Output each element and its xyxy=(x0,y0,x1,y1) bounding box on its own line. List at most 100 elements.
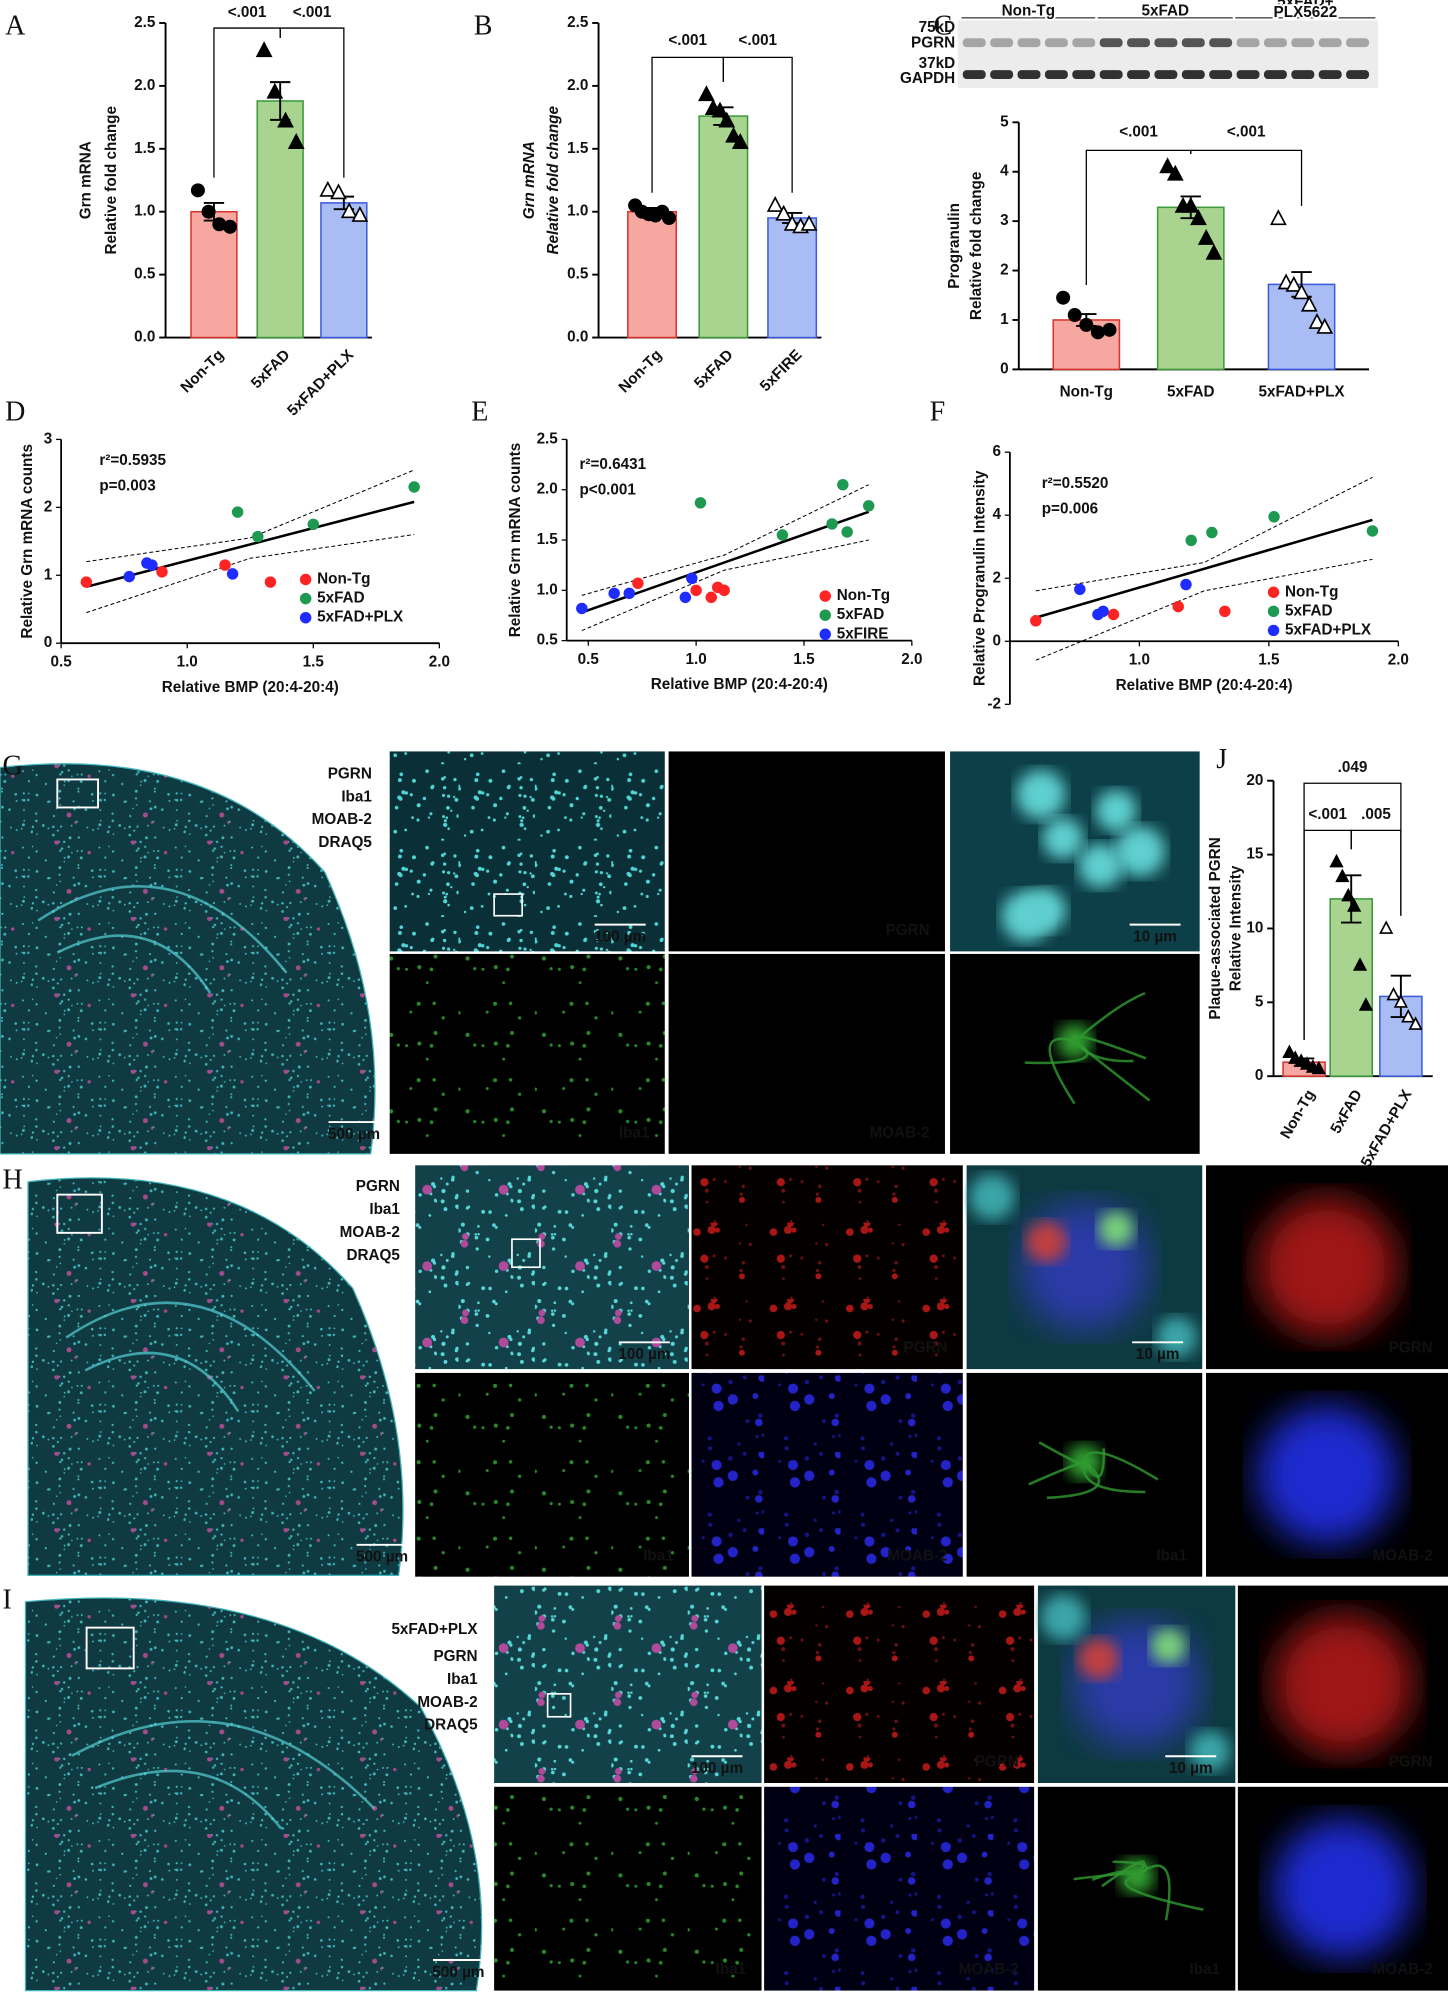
micrograph-process xyxy=(1074,992,1146,1043)
significance-bracket xyxy=(1350,829,1402,916)
y-tick-label: 2 xyxy=(44,498,53,515)
x-tick-label: 5xFAD xyxy=(1167,383,1215,400)
blot-band xyxy=(1127,70,1150,80)
data-point xyxy=(1197,228,1215,245)
data-point xyxy=(1097,605,1109,618)
micrograph-blob xyxy=(1016,769,1066,820)
channel-legend: Iba1 xyxy=(447,1671,478,1688)
region-box xyxy=(493,893,523,917)
data-point xyxy=(1308,312,1326,329)
data-point xyxy=(1107,608,1120,621)
stat-annotation: p=0.003 xyxy=(99,478,155,495)
data-point xyxy=(1401,1009,1416,1023)
micrograph-tile xyxy=(966,1372,1203,1577)
confidence-band xyxy=(1035,476,1373,592)
micrograph-process xyxy=(1073,1040,1134,1063)
data-point xyxy=(277,111,294,128)
micrograph xyxy=(691,1372,963,1577)
data-point xyxy=(146,559,158,571)
data-point xyxy=(661,211,676,226)
y-tick-label: 1.0 xyxy=(134,203,155,220)
scale-label: 10 µm xyxy=(1169,1760,1213,1777)
significance-label: <.001 xyxy=(668,32,707,49)
data-point xyxy=(837,478,849,491)
x-tick-label: Non-Tg xyxy=(177,346,227,396)
blot-group-label: 5xFAD+ xyxy=(1277,0,1334,11)
micrograph-blob xyxy=(1114,826,1166,877)
data-point xyxy=(80,576,93,588)
brain-section xyxy=(0,763,376,1155)
confidence-band xyxy=(581,484,869,596)
significance-label: .049 xyxy=(1338,759,1368,776)
panel-letter: H xyxy=(3,1164,23,1195)
x-tick-label: Non-Tg xyxy=(616,346,666,396)
data-point xyxy=(1056,290,1071,305)
data-point xyxy=(731,133,749,149)
y-axis-label: Grn mRNA xyxy=(78,141,95,219)
x-tick-label: 2.0 xyxy=(1388,651,1409,668)
y-tick-label: 4 xyxy=(1000,163,1009,180)
panel-letter: I xyxy=(3,1585,12,1616)
micrograph xyxy=(668,751,945,952)
data-point xyxy=(1282,1044,1297,1058)
legend-label: 5xFAD xyxy=(1285,602,1333,619)
data-point xyxy=(1172,600,1184,613)
data-point xyxy=(623,587,636,600)
micrograph-process xyxy=(1083,1451,1159,1481)
micrograph-tile xyxy=(764,1786,1035,1991)
channel-label: MOAB-2 xyxy=(959,1961,1019,1978)
micrograph-process xyxy=(1046,1461,1101,1500)
micrograph-blob xyxy=(1040,1594,1087,1641)
y-tick-label: 1 xyxy=(1000,311,1009,328)
blot-band xyxy=(1181,70,1205,80)
y-axis-label: Relative Grn mRNA counts xyxy=(507,443,524,638)
stat-annotation: r²=0.5520 xyxy=(1042,475,1109,492)
y-tick-label: 2.0 xyxy=(134,77,155,94)
data-point xyxy=(1316,317,1334,334)
y-tick-label: 5 xyxy=(1000,113,1009,130)
data-point xyxy=(1335,868,1350,883)
channel-legend: DRAQ5 xyxy=(424,1717,478,1734)
channel-label: MOAB-2 xyxy=(1372,1547,1432,1564)
y-tick-label: 2.5 xyxy=(537,430,559,447)
y-tick-label: 1.0 xyxy=(567,203,588,220)
blot-band xyxy=(962,70,986,80)
data-point xyxy=(718,584,730,597)
data-point xyxy=(201,204,216,219)
brain-section xyxy=(27,1177,404,1577)
channel-label: PGRN xyxy=(886,922,930,939)
data-point xyxy=(1293,283,1310,300)
y-tick-label: 0 xyxy=(992,632,1001,649)
channel-label: PGRN xyxy=(903,1340,947,1357)
panel-letter: E xyxy=(471,396,488,427)
fit-line xyxy=(1035,518,1373,619)
data-point xyxy=(1379,920,1394,934)
y-tick-label: 2.5 xyxy=(567,14,589,31)
micrograph-tile xyxy=(1206,1165,1448,1370)
scale-label: 100 µm xyxy=(594,928,646,945)
x-tick-label: 5xFAD+PLX xyxy=(1258,383,1345,400)
channel-label: MOAB-2 xyxy=(869,1125,929,1142)
blot-band xyxy=(1017,38,1041,48)
data-point xyxy=(255,41,273,58)
legend-label: Non-Tg xyxy=(837,587,890,604)
data-point xyxy=(340,202,358,219)
x-tick-label: 2.0 xyxy=(901,651,922,668)
significance-label: <.001 xyxy=(1119,124,1158,141)
x-tick-label: 2.0 xyxy=(429,653,450,670)
blot-marker-label: 37kD xyxy=(919,55,956,72)
micrograph-blob xyxy=(1098,1211,1135,1247)
micrograph-blob xyxy=(1272,1818,1413,1959)
scale-label: 10 µm xyxy=(1133,928,1177,945)
legend-marker xyxy=(299,592,312,605)
data-point xyxy=(1300,295,1318,312)
scale-label: 100 µm xyxy=(618,1346,670,1363)
legend-label: Non-Tg xyxy=(317,571,370,588)
data-point xyxy=(1386,986,1401,1001)
legend-marker xyxy=(819,609,831,621)
legend-marker xyxy=(819,590,831,602)
x-tick-label: 5xFIRE xyxy=(757,346,806,395)
micrograph-tile xyxy=(415,1372,689,1577)
data-point xyxy=(576,602,588,615)
